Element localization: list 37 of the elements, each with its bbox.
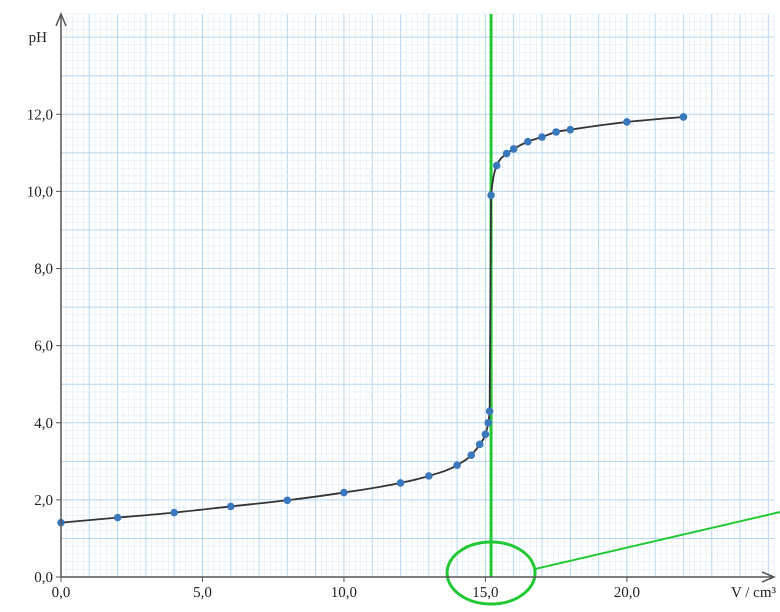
point <box>487 191 495 200</box>
point <box>510 145 518 153</box>
point <box>482 430 490 438</box>
point <box>538 133 546 141</box>
point <box>226 502 235 510</box>
point <box>623 118 631 126</box>
point <box>114 514 122 522</box>
point <box>486 407 494 415</box>
point <box>492 162 501 170</box>
point <box>484 418 492 427</box>
x-tick-label: 15,0 <box>472 585 499 601</box>
x-tick-label: 0,0 <box>52 585 70 601</box>
y-tick-label: 8,0 <box>34 262 53 278</box>
y-tick-label: 2,0 <box>34 492 53 509</box>
point <box>524 138 532 146</box>
point <box>467 451 476 459</box>
point <box>476 440 484 448</box>
point <box>170 508 178 516</box>
point <box>453 461 461 469</box>
y-tick-label: 12,0 <box>26 107 53 124</box>
point <box>396 479 404 487</box>
x-tick-label: 20,0 <box>614 585 640 601</box>
y-tick-label: 0,0 <box>34 570 53 586</box>
point <box>566 126 574 134</box>
y-axis-title: pH <box>28 30 48 46</box>
y-tick-label: 10,0 <box>26 184 53 200</box>
y-tick-label: 6,0 <box>34 338 53 355</box>
point <box>552 128 560 136</box>
x-tick-label: 5,0 <box>193 585 212 601</box>
point <box>340 488 348 496</box>
x-tick-label: 10,0 <box>330 585 358 601</box>
point <box>680 113 688 121</box>
y-tick-label: 4,0 <box>34 416 53 432</box>
point <box>425 472 433 480</box>
x-axis-title: V / cm³ <box>730 585 776 601</box>
point <box>284 496 292 504</box>
point <box>502 150 510 158</box>
